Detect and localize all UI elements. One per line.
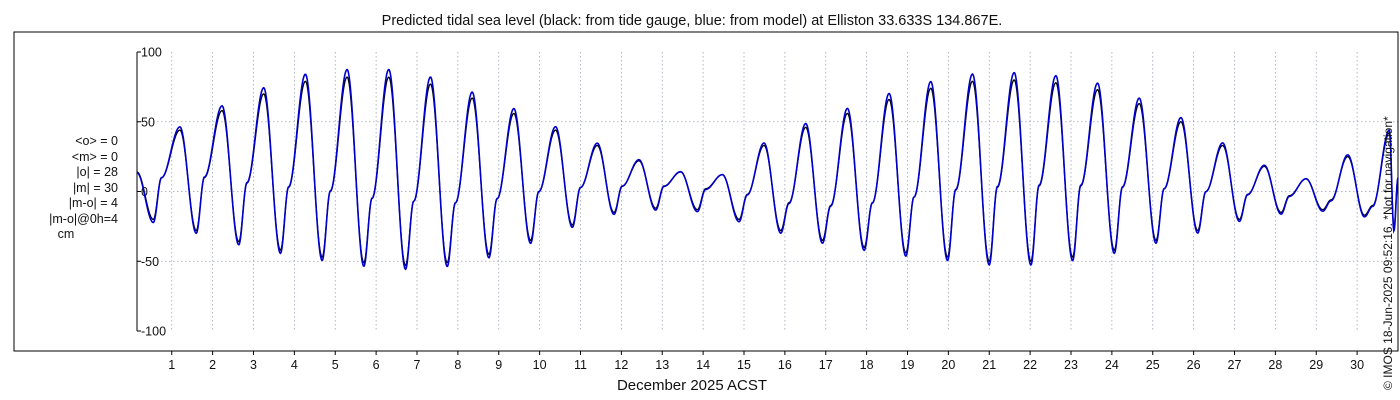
y-tick-label: -100: [141, 325, 166, 339]
x-tick-label: 23: [1064, 358, 1078, 372]
x-tick-label: 10: [533, 358, 547, 372]
x-tick-label: 1: [168, 358, 175, 372]
x-tick-label: 8: [454, 358, 461, 372]
model-series: [136, 68, 1399, 271]
x-tick-label: 6: [373, 358, 380, 372]
x-tick-label: 17: [819, 358, 833, 372]
x-tick-label: 9: [495, 358, 502, 372]
stat-unit: cm: [57, 227, 75, 241]
x-tick-label: 19: [901, 358, 915, 372]
stat-mean-observed: <o> = 0: [75, 134, 118, 148]
stat-abs-difference: |m-o| = 4: [68, 196, 118, 210]
x-tick-label: 27: [1228, 358, 1242, 372]
x-tick-label: 18: [860, 358, 874, 372]
stat-abs-model: |m| = 30: [72, 180, 118, 195]
series-layer: [136, 68, 1399, 271]
x-tick-label: 14: [696, 358, 710, 372]
y-tick-label: 100: [141, 46, 162, 60]
x-tick-label: 15: [737, 358, 751, 372]
chart-title: Predicted tidal sea level (black: from t…: [382, 13, 1003, 29]
credit-text: © IMOS 18-Jun-2025 09:52:16. *Not for na…: [1381, 116, 1395, 390]
x-tick-label: 21: [982, 358, 996, 372]
x-tick-label: 12: [614, 358, 628, 372]
x-tick-label: 2: [209, 358, 216, 372]
x-tick-label: 20: [941, 358, 955, 372]
stats-panel: <o> = 0 <m> = 0 |o| = 28 |m| = 30 |m-o| …: [20, 134, 118, 243]
grid-layer: [137, 52, 1398, 331]
x-tick-label: 28: [1268, 358, 1282, 372]
stat-abs-difference-0h: |m-o|@0h=4: [49, 211, 118, 226]
x-tick-label: 7: [414, 358, 421, 372]
x-tick-label: 29: [1309, 358, 1323, 372]
x-tick-label: 4: [291, 358, 298, 372]
x-tick-label: 26: [1187, 358, 1201, 372]
x-tick-label: 13: [655, 358, 669, 372]
x-tick-label: 5: [332, 358, 339, 372]
x-tick-label: 30: [1350, 358, 1364, 372]
y-tick-label: 50: [141, 115, 155, 129]
x-axis-label: December 2025 ACST: [617, 377, 767, 394]
x-tick-label: 25: [1146, 358, 1160, 372]
stat-abs-observed: |o| = 28: [76, 165, 118, 179]
x-tick-label: 24: [1105, 358, 1119, 372]
x-tick-label: 11: [574, 358, 587, 372]
x-tick-label: 22: [1023, 358, 1037, 372]
y-tick-label: -50: [141, 255, 159, 269]
stat-mean-model: <m> = 0: [71, 149, 118, 164]
x-axis: 1 2 3 4 5 6 7 8 9 10 11 12 13 14 15 16 17 18 19 20 21 22 23 24 2…: [168, 351, 1364, 372]
x-tick-label: 16: [778, 358, 792, 372]
x-tick-label: 3: [250, 358, 257, 372]
plot-frame: [13, 31, 1399, 352]
